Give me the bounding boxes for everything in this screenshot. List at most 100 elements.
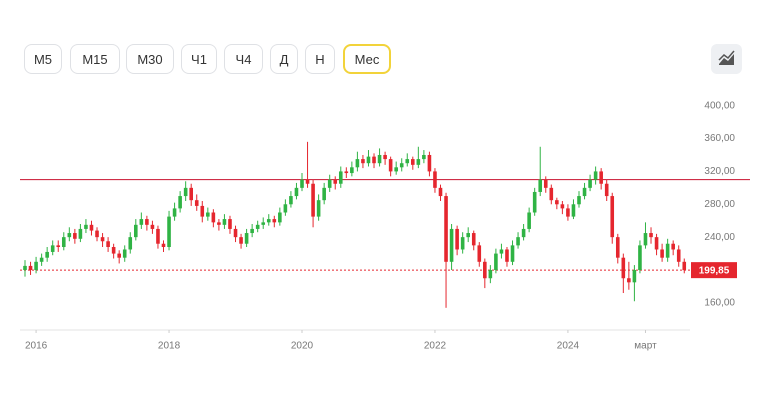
candle-body xyxy=(488,270,493,279)
candle-body xyxy=(278,212,282,223)
candle-body xyxy=(577,196,581,205)
candle-body xyxy=(627,278,631,283)
candle-body xyxy=(111,247,116,254)
candle-body xyxy=(34,261,38,271)
candle-body xyxy=(67,233,72,238)
candle-body xyxy=(471,233,476,246)
candle-body xyxy=(222,219,227,225)
candle-body xyxy=(183,187,188,197)
candle-body xyxy=(521,228,526,238)
candle-body xyxy=(327,179,332,188)
candle-body xyxy=(233,228,238,238)
candle-body xyxy=(228,219,232,229)
candle-body xyxy=(78,228,83,239)
candle-body xyxy=(632,270,637,283)
candle-body xyxy=(604,183,609,197)
candle-body xyxy=(272,219,277,223)
candle-body xyxy=(89,224,94,231)
candle-body xyxy=(106,241,110,248)
candle-body xyxy=(45,251,49,258)
candle-body xyxy=(266,219,271,223)
candle-body xyxy=(28,265,33,271)
candle-body xyxy=(444,196,448,262)
candle-body xyxy=(527,212,531,229)
candle-body xyxy=(305,179,310,184)
timeframe-button[interactable]: M15 xyxy=(70,44,120,74)
candle-body xyxy=(571,204,576,217)
candle-body xyxy=(593,171,598,180)
candle-body xyxy=(582,187,587,197)
y-tick-label: 320,00 xyxy=(704,166,735,177)
candle-body xyxy=(167,216,171,248)
candle-body xyxy=(294,187,299,197)
y-tick-label: 160,00 xyxy=(704,298,735,309)
candle-body xyxy=(383,154,387,160)
candle-body xyxy=(206,212,210,217)
candle-body xyxy=(338,171,343,184)
candle-body xyxy=(460,237,465,250)
candle-body xyxy=(394,167,398,172)
candle-body xyxy=(134,224,138,238)
chart-type-button[interactable] xyxy=(711,44,742,74)
candle-body xyxy=(427,154,432,172)
candle-body xyxy=(416,159,421,165)
candle-body xyxy=(516,237,520,246)
timeframe-button[interactable]: Ч1 xyxy=(181,44,217,74)
candle-body xyxy=(84,224,88,229)
candle-body xyxy=(455,228,459,250)
candle-body xyxy=(300,179,304,188)
x-tick-label: март xyxy=(634,341,657,352)
candle-body xyxy=(665,243,670,258)
candle-body xyxy=(422,154,426,160)
candle-body xyxy=(532,191,537,213)
candle-body xyxy=(239,237,243,244)
candle-body xyxy=(671,243,675,250)
candle-body xyxy=(543,179,548,188)
timeframe-button[interactable]: Д xyxy=(270,44,298,74)
candle-body xyxy=(510,245,515,262)
candle-body xyxy=(161,243,166,248)
timeframe-button[interactable]: Ч4 xyxy=(224,44,263,74)
candle-body xyxy=(56,245,61,248)
candle-body xyxy=(494,253,498,271)
candle-body xyxy=(438,187,443,197)
candle-body xyxy=(676,249,681,262)
candle-body xyxy=(621,257,626,279)
candle-body xyxy=(355,159,360,168)
candle-body xyxy=(399,163,404,168)
candle-body xyxy=(377,154,382,164)
candle-body xyxy=(250,228,254,234)
timeframe-button[interactable]: M5 xyxy=(24,44,62,74)
timeframe-button[interactable]: M30 xyxy=(126,44,174,74)
candle-body xyxy=(499,249,504,254)
candle-body xyxy=(61,237,66,248)
timeframe-button[interactable]: Мес xyxy=(343,44,391,74)
candle-body xyxy=(615,237,620,258)
candle-body xyxy=(244,233,249,244)
candle-body xyxy=(211,212,216,223)
candle-body xyxy=(172,208,177,217)
y-tick-label: 280,00 xyxy=(704,199,735,210)
candle-body xyxy=(316,200,321,217)
candle-body xyxy=(73,233,77,239)
candle-body xyxy=(660,249,664,258)
x-tick-label: 2022 xyxy=(424,341,447,352)
candle-body xyxy=(610,196,615,238)
candle-body xyxy=(505,249,509,262)
candle-body xyxy=(643,233,648,246)
candle-body xyxy=(372,156,376,164)
timeframe-button[interactable]: Н xyxy=(305,44,335,74)
x-tick-label: 2024 xyxy=(557,341,580,352)
candle-body xyxy=(466,233,470,238)
candle-body xyxy=(682,261,687,271)
candle-body xyxy=(39,257,44,262)
last-price-tag xyxy=(691,262,737,279)
candle-body xyxy=(566,208,570,217)
candle-body xyxy=(344,171,349,174)
candle-body xyxy=(23,265,27,271)
candle-body xyxy=(95,230,99,238)
candle-body xyxy=(483,261,487,279)
candle-body xyxy=(366,156,371,164)
